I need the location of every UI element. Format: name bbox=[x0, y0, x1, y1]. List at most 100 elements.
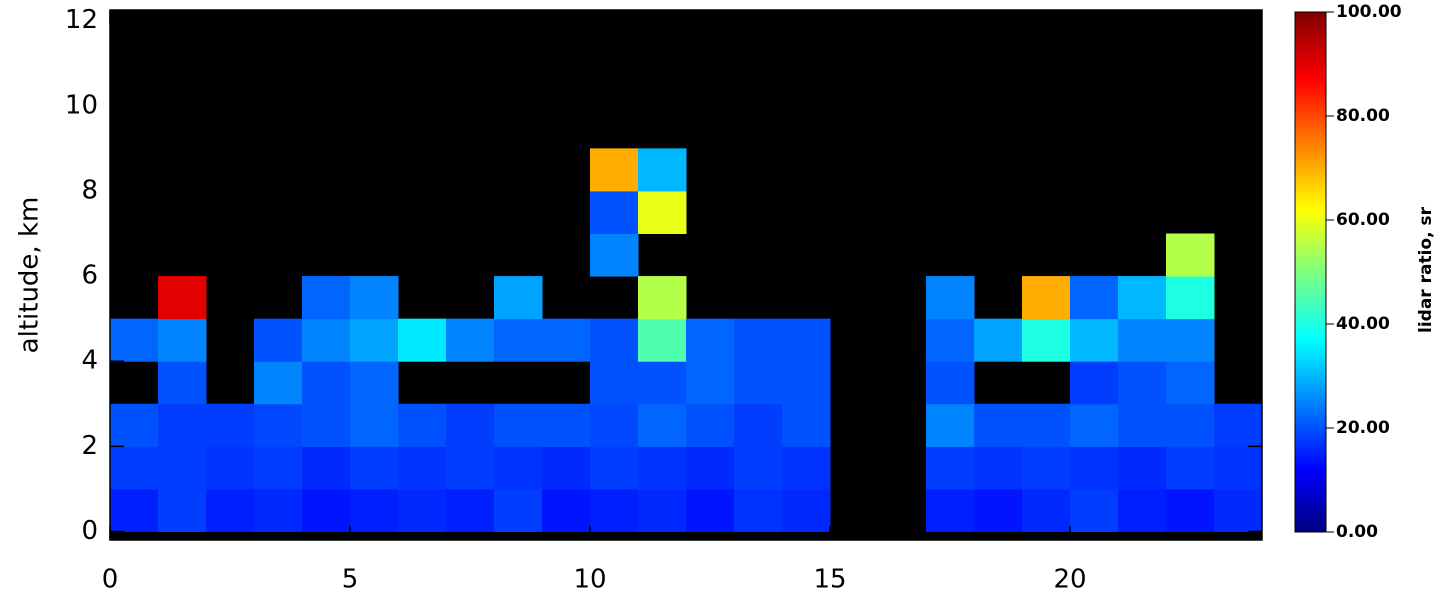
heat-cell bbox=[302, 488, 351, 532]
heat-cell bbox=[350, 446, 399, 490]
heat-cell bbox=[638, 148, 687, 192]
heat-cell bbox=[974, 446, 1023, 490]
heat-cell bbox=[638, 403, 687, 447]
heat-cell bbox=[494, 488, 543, 532]
heat-cell bbox=[686, 318, 735, 362]
heat-cell bbox=[494, 403, 543, 447]
heat-cell bbox=[206, 403, 255, 447]
heat-cell bbox=[686, 488, 735, 532]
x-tick-label: 0 bbox=[102, 565, 119, 595]
heat-cell bbox=[1022, 276, 1071, 320]
heat-cell bbox=[782, 403, 831, 447]
heat-cell bbox=[110, 446, 159, 490]
heat-cell bbox=[686, 403, 735, 447]
heat-cell bbox=[302, 318, 351, 362]
heat-cell bbox=[398, 318, 447, 362]
heat-cell bbox=[350, 361, 399, 405]
heat-cell bbox=[734, 488, 783, 532]
heat-cell bbox=[590, 446, 639, 490]
heat-cell bbox=[590, 318, 639, 362]
heat-cell bbox=[494, 276, 543, 320]
heat-cell bbox=[542, 488, 591, 532]
heat-cell bbox=[1166, 318, 1215, 362]
heat-cell bbox=[302, 446, 351, 490]
x-tick-label: 15 bbox=[813, 565, 846, 595]
y-tick-label: 12 bbox=[65, 5, 98, 35]
heat-cell bbox=[1070, 488, 1119, 532]
heat-cell bbox=[590, 403, 639, 447]
heat-cell bbox=[1214, 446, 1263, 490]
heat-cell bbox=[638, 190, 687, 234]
heat-cell bbox=[302, 403, 351, 447]
colorbar-label: lidar ratio, sr bbox=[1416, 206, 1434, 333]
heat-cell bbox=[254, 403, 303, 447]
heat-cell bbox=[782, 488, 831, 532]
heat-cell bbox=[254, 488, 303, 532]
heat-cell bbox=[1070, 318, 1119, 362]
heat-cell bbox=[158, 276, 207, 320]
heat-cell bbox=[158, 403, 207, 447]
heat-cell bbox=[1070, 446, 1119, 490]
heat-cell bbox=[590, 190, 639, 234]
heat-cell bbox=[1070, 276, 1119, 320]
heat-cell bbox=[1118, 361, 1167, 405]
heat-cell bbox=[206, 446, 255, 490]
heat-cell bbox=[254, 318, 303, 362]
heat-cell bbox=[1166, 276, 1215, 320]
y-tick-label: 0 bbox=[81, 516, 98, 546]
colorbar-tick-label: 80.00 bbox=[1336, 106, 1390, 126]
heat-cell bbox=[1118, 488, 1167, 532]
x-tick-label: 10 bbox=[573, 565, 606, 595]
heat-cell bbox=[1022, 318, 1071, 362]
heat-cell bbox=[590, 361, 639, 405]
heat-cell bbox=[926, 361, 975, 405]
heat-cell bbox=[734, 403, 783, 447]
heat-cell bbox=[638, 276, 687, 320]
heat-cell bbox=[638, 488, 687, 532]
heat-cell bbox=[1166, 446, 1215, 490]
heat-cell bbox=[446, 318, 495, 362]
heat-cell bbox=[1022, 403, 1071, 447]
y-tick-label: 4 bbox=[81, 346, 98, 376]
heat-cell bbox=[110, 403, 159, 447]
heat-cell bbox=[398, 403, 447, 447]
heat-cell bbox=[1214, 403, 1263, 447]
heat-cell bbox=[782, 318, 831, 362]
heat-cell bbox=[1070, 361, 1119, 405]
heat-cell bbox=[110, 488, 159, 532]
heat-cell bbox=[398, 488, 447, 532]
heat-cell bbox=[254, 361, 303, 405]
heat-cell bbox=[350, 403, 399, 447]
heat-cell bbox=[926, 403, 975, 447]
y-tick-label: 8 bbox=[81, 175, 98, 205]
y-tick-label: 6 bbox=[81, 261, 98, 291]
heat-cell bbox=[782, 361, 831, 405]
heat-cell bbox=[158, 361, 207, 405]
heat-cell bbox=[206, 488, 255, 532]
heat-cell bbox=[446, 403, 495, 447]
heat-cell bbox=[1166, 233, 1215, 277]
heat-cell bbox=[1166, 361, 1215, 405]
heat-cell bbox=[158, 318, 207, 362]
heat-cell bbox=[1118, 276, 1167, 320]
heat-cell bbox=[158, 446, 207, 490]
heat-cell bbox=[446, 488, 495, 532]
heat-cell bbox=[590, 233, 639, 277]
heat-cell bbox=[1166, 488, 1215, 532]
colorbar-tick-label: 60.00 bbox=[1336, 210, 1390, 230]
colorbar-tick-label: 20.00 bbox=[1336, 418, 1390, 438]
heat-cell bbox=[254, 446, 303, 490]
heat-cell bbox=[974, 318, 1023, 362]
heat-cell bbox=[638, 446, 687, 490]
heat-cell bbox=[734, 361, 783, 405]
heat-cell bbox=[734, 318, 783, 362]
heat-cell bbox=[782, 446, 831, 490]
heat-cell bbox=[974, 488, 1023, 532]
heat-cell bbox=[638, 361, 687, 405]
y-tick-label: 10 bbox=[65, 90, 98, 120]
heat-cell bbox=[350, 318, 399, 362]
heat-cell bbox=[1118, 403, 1167, 447]
heat-cell bbox=[926, 488, 975, 532]
heat-cell bbox=[638, 318, 687, 362]
